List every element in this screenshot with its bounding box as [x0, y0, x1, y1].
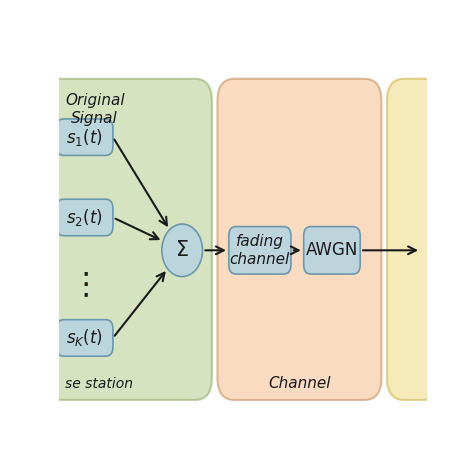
Text: $\Sigma$: $\Sigma$ [175, 240, 189, 260]
FancyBboxPatch shape [218, 79, 382, 400]
FancyBboxPatch shape [36, 79, 212, 400]
FancyBboxPatch shape [56, 319, 113, 356]
Text: se station: se station [65, 377, 133, 391]
Text: ⋮: ⋮ [71, 271, 101, 300]
Text: fading
channel: fading channel [230, 234, 290, 266]
FancyBboxPatch shape [304, 227, 360, 274]
Circle shape [162, 224, 202, 277]
Text: $s_K(t)$: $s_K(t)$ [66, 328, 103, 348]
FancyBboxPatch shape [56, 119, 113, 155]
Text: Channel: Channel [268, 376, 331, 391]
Text: $s_1(t)$: $s_1(t)$ [66, 127, 103, 148]
FancyBboxPatch shape [387, 79, 449, 400]
Text: $s_2(t)$: $s_2(t)$ [66, 207, 103, 228]
FancyBboxPatch shape [56, 199, 113, 236]
FancyBboxPatch shape [229, 227, 291, 274]
Text: Original
Signal: Original Signal [65, 93, 125, 126]
Text: AWGN: AWGN [306, 241, 358, 259]
